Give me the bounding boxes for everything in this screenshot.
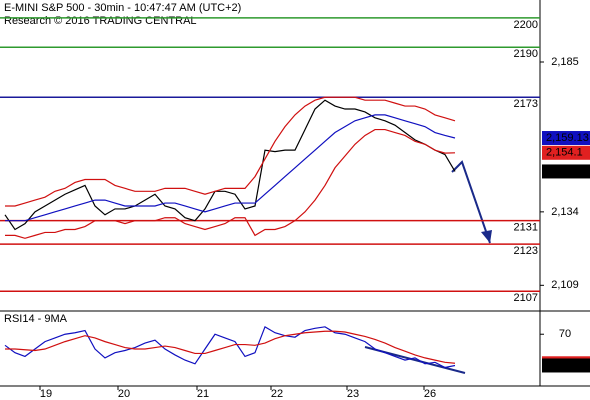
- forecast-arrow: [451, 160, 491, 244]
- last-value-box: [542, 164, 590, 179]
- last-value-label: 27.7468: [546, 359, 586, 371]
- series-line: [5, 128, 456, 239]
- chart-title: E-MINI S&P 500 - 30min - 10:47:47 AM (UT…: [4, 2, 241, 14]
- level-label: 2131: [514, 222, 538, 234]
- level-label: 2107: [514, 292, 538, 304]
- chart-subtitle: Research © 2016 TRADING CENTRAL: [4, 15, 197, 27]
- level-label: 2190: [514, 48, 538, 60]
- level-label: 2173: [514, 98, 538, 110]
- series-line: [4, 99, 456, 231]
- y-tick-label: 2,134: [551, 206, 579, 218]
- arrow-head: [481, 230, 492, 243]
- level-label: 2200: [514, 19, 538, 31]
- last-value-box: [542, 358, 590, 373]
- x-tick-label: 22: [271, 388, 283, 400]
- last-value-box: [542, 145, 590, 160]
- last-value-box: [542, 131, 590, 146]
- x-tick-label: 21: [197, 388, 209, 400]
- last-value-label: 2,154.1: [546, 147, 583, 159]
- y-tick-label: 2,185: [551, 56, 579, 68]
- y-tick-label: 2,109: [551, 279, 579, 291]
- series-line: [5, 114, 456, 222]
- rsi-title: RSI14 - 9MA: [4, 313, 68, 325]
- last-value-label: 2,159.13: [546, 132, 589, 144]
- x-tick-label: 20: [118, 388, 130, 400]
- x-tick-label: 26: [424, 388, 436, 400]
- series-line: [5, 96, 456, 207]
- x-tick-label: 23: [347, 388, 359, 400]
- last-value-label: 2,147.75: [546, 165, 589, 177]
- x-tick-label: 19: [40, 388, 52, 400]
- y-tick-label: 70: [559, 328, 571, 340]
- level-label: 2123: [514, 245, 538, 257]
- series-line: [4, 325, 456, 369]
- series-line: [5, 330, 456, 364]
